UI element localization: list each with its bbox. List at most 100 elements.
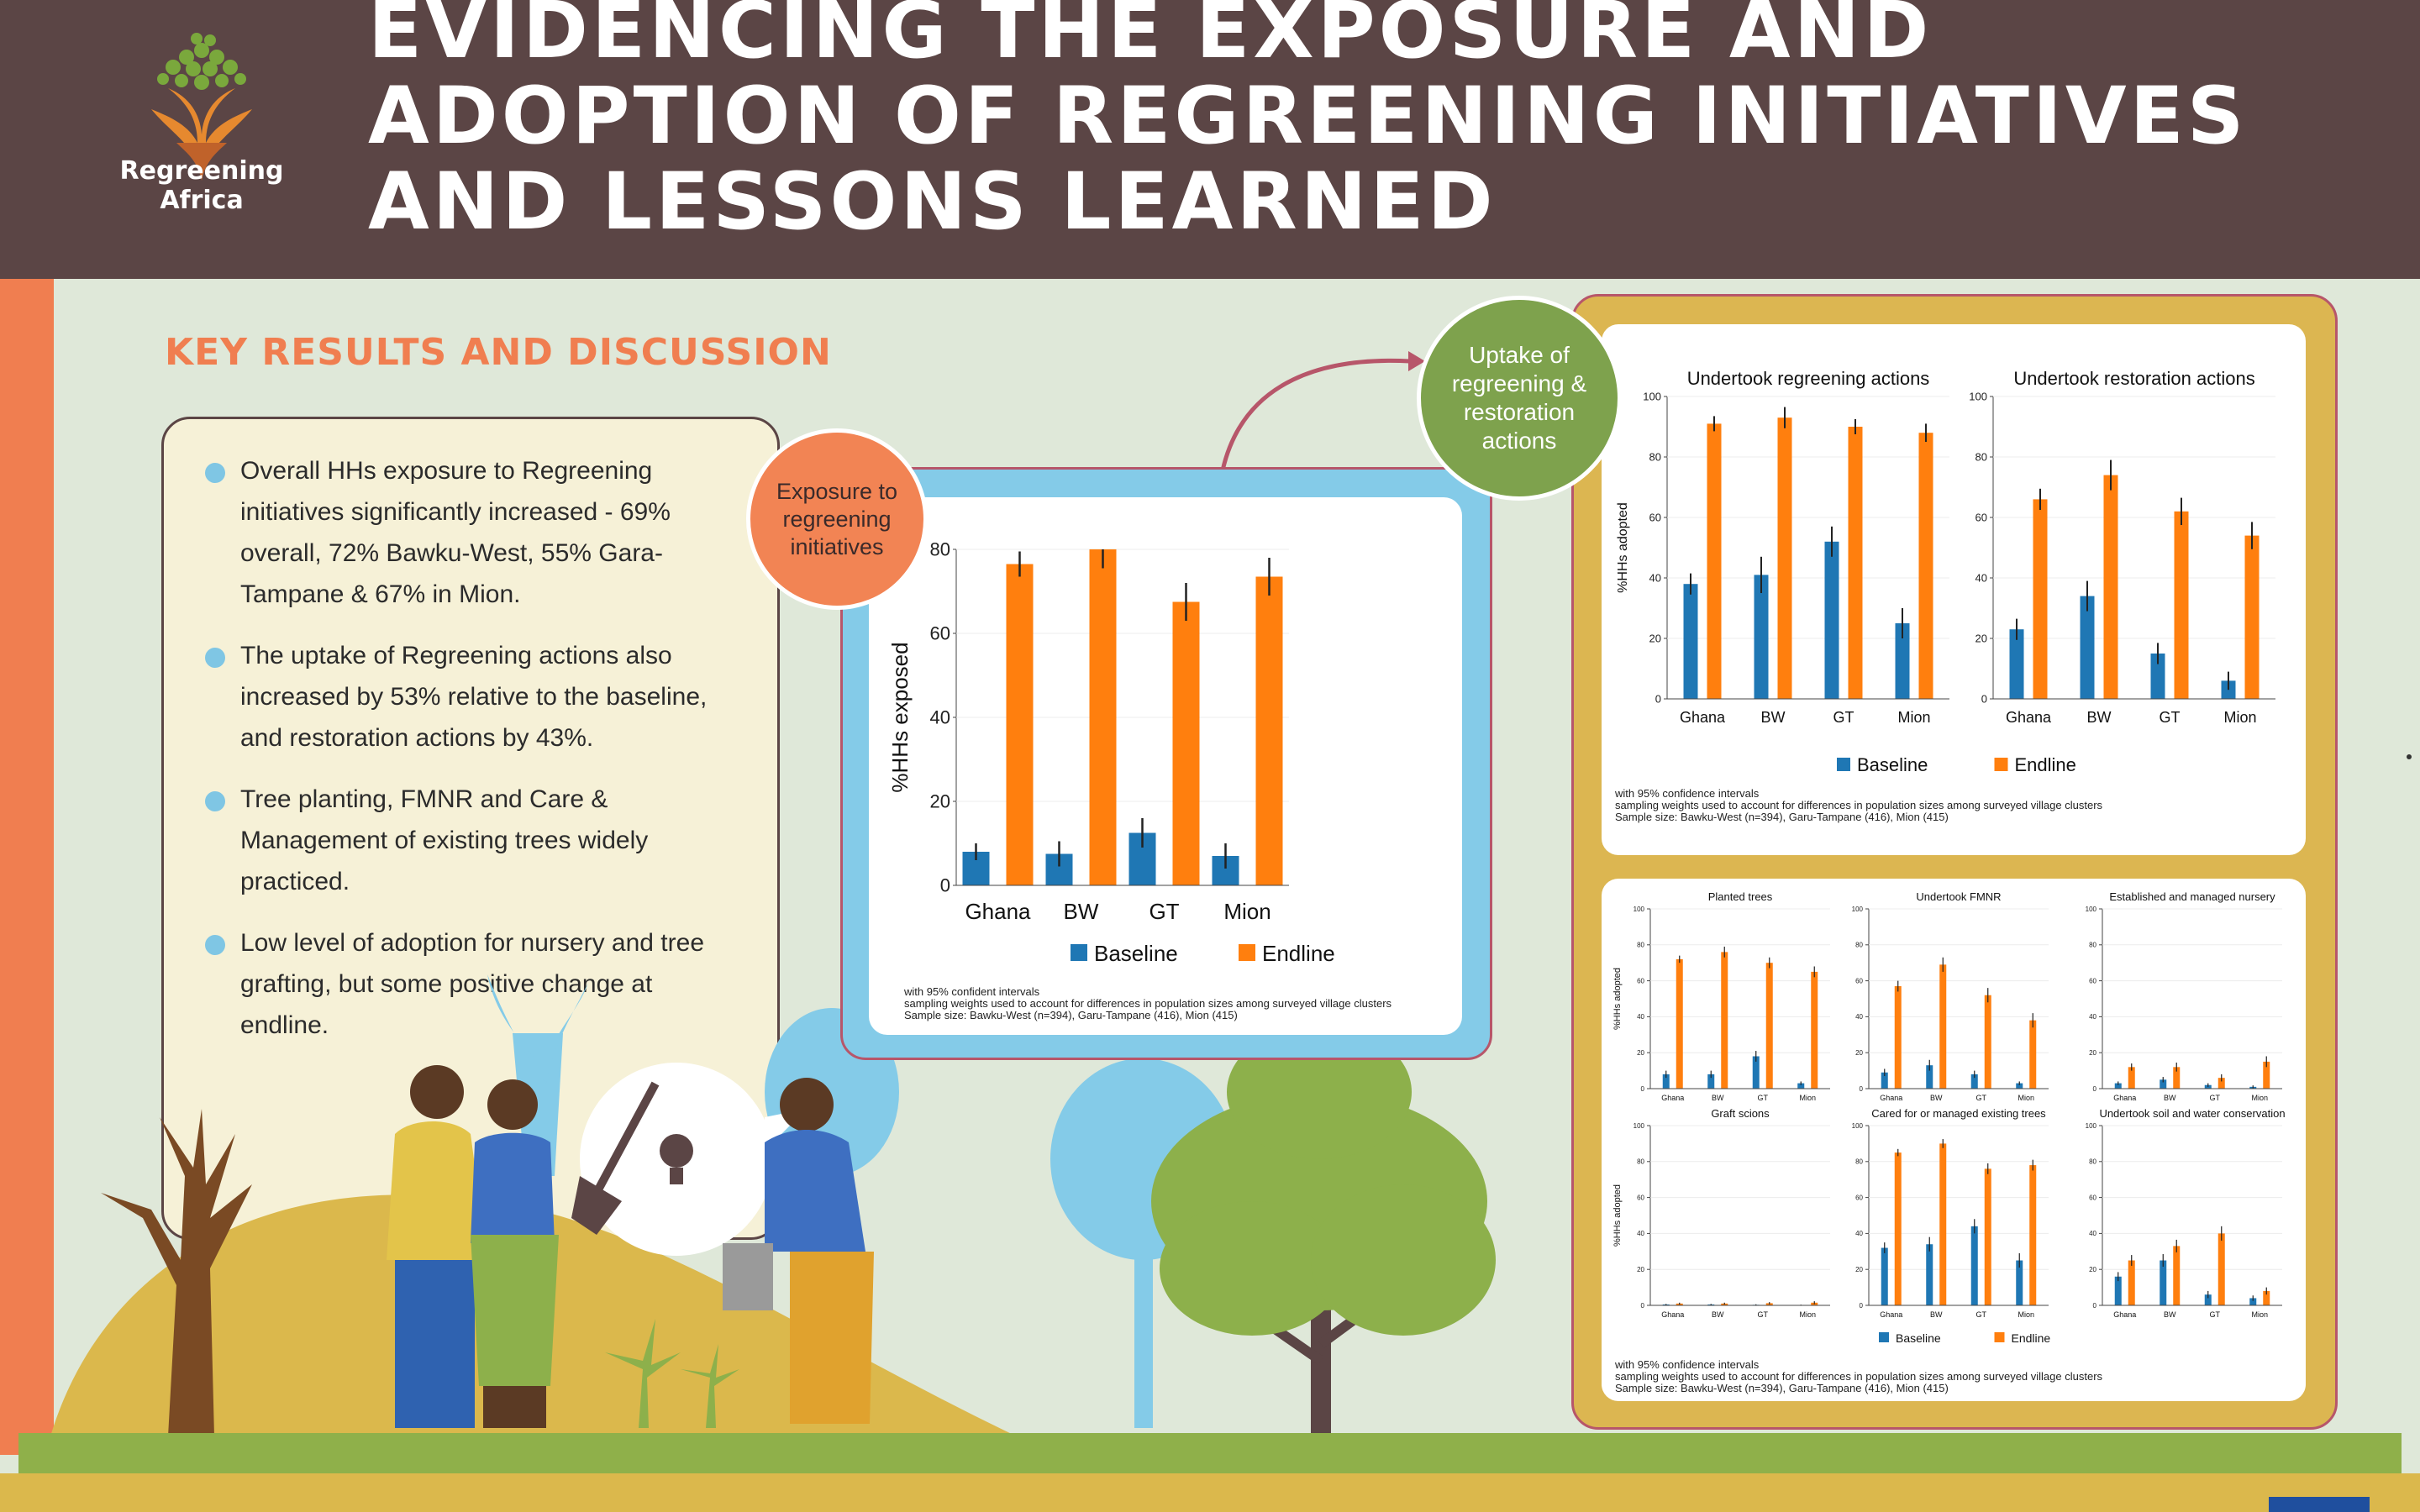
bar — [1895, 623, 1910, 699]
y-tick-label: 40 — [930, 707, 950, 728]
exposure-chart: %HHs exposed 0 20 40 60 80 Ghana BW GT Mion Baseli… — [887, 539, 1335, 966]
y-tick-label: 20 — [930, 791, 950, 812]
bullet-icon — [205, 935, 225, 955]
y-tick-label: 60 — [1855, 1194, 1863, 1201]
y-tick-label: 100 — [1634, 1122, 1645, 1130]
y-tick-label: 0 — [940, 875, 950, 896]
note-line: sampling weights used to account for dif… — [1615, 1370, 2103, 1383]
legend-swatch — [1879, 1332, 1889, 1342]
title-line: ADOPTION OF REGREENING INITIATIVES — [368, 71, 2248, 162]
y-tick-label: 20 — [2089, 1049, 2096, 1057]
note-line: with 95% confidence intervals — [1615, 1358, 1760, 1371]
bar — [1881, 1072, 1888, 1089]
green-tree-icon — [1151, 1025, 1496, 1436]
x-tick-label: Mion — [1799, 1094, 1816, 1102]
y-tick-label: 60 — [2089, 977, 2096, 984]
legend-swatch — [1837, 758, 1850, 771]
note-line: with 95% confidence intervals — [1615, 787, 1760, 800]
uptake-circle: Uptake of regreening & restoration actio… — [1417, 296, 1622, 501]
y-tick-label: 60 — [1637, 977, 1644, 984]
section-title: KEY RESULTS AND DISCUSSION — [165, 331, 832, 374]
y-tick-label: 60 — [930, 623, 950, 644]
x-tick-label: BW — [2087, 709, 2112, 726]
y-tick-label: 80 — [2089, 1158, 2096, 1166]
bar — [1765, 963, 1773, 1089]
bar — [1797, 1083, 1805, 1089]
bar — [1089, 549, 1117, 885]
legend-label: Baseline — [1896, 1331, 1941, 1345]
bullet-icon — [205, 648, 225, 668]
x-tick-label: Ghana — [1880, 1094, 1902, 1102]
eu-flag-icon — [2269, 1497, 2370, 1512]
bar — [2204, 1294, 2212, 1305]
x-tick-label: BW — [1064, 899, 1099, 924]
y-tick-label: 0 — [1860, 1302, 1864, 1310]
y-tick-label: 20 — [1649, 633, 1661, 645]
list-item: The uptake of Regreening actions also in… — [205, 635, 743, 759]
x-tick-label: Mion — [1799, 1310, 1816, 1319]
bar — [1752, 1056, 1760, 1089]
x-tick-label: Mion — [2223, 709, 2256, 726]
bullet-icon — [205, 463, 225, 483]
y-tick-label: 20 — [1855, 1049, 1863, 1057]
bar — [1707, 1074, 1715, 1089]
bar — [2009, 629, 2024, 699]
y-tick-label: 0 — [1641, 1302, 1645, 1310]
bar — [1984, 995, 1991, 1089]
practices-chart-card: Planted trees %HHs adopted 0 20 40 60 80 100 Gha… — [1602, 879, 2306, 1401]
bottom-band — [0, 1473, 2420, 1512]
y-tick-label: 0 — [2093, 1085, 2097, 1093]
y-tick-label: 80 — [1975, 451, 1987, 464]
x-tick-label: Ghana — [2113, 1094, 2136, 1102]
bullet-text: The uptake of Regreening actions also in… — [240, 642, 708, 752]
y-tick-label: 20 — [1637, 1049, 1644, 1057]
bar — [2128, 1067, 2135, 1089]
uptake-notes: with 95% confidence intervals sampling w… — [1615, 788, 2102, 823]
x-tick-label: BW — [1930, 1094, 1943, 1102]
legend-label: Baseline — [1857, 754, 1928, 775]
chart-title: Undertook FMNR — [1916, 890, 2001, 903]
y-tick-label: 80 — [2089, 942, 2096, 949]
chart-title: Undertook regreening actions — [1687, 368, 1930, 389]
note-line: with 95% confident intervals — [904, 985, 1040, 998]
bar — [2263, 1290, 2270, 1305]
note-line: Sample size: Bawku-West (n=394), Garu-Ta… — [904, 1009, 1238, 1021]
x-tick-label: BW — [1712, 1310, 1724, 1319]
bar — [1926, 1244, 1933, 1305]
practices-notes: with 95% confidence intervals sampling w… — [1615, 1359, 2102, 1394]
uptake-charts: Undertook regreening actions %HHs adopted… — [1616, 368, 2275, 775]
x-tick-label: Ghana — [965, 899, 1031, 924]
bar — [2016, 1260, 2023, 1305]
y-axis-label: %HHs adopted — [1616, 502, 1630, 593]
x-tick-label: GT — [1976, 1094, 1987, 1102]
bar — [1824, 541, 1839, 699]
y-tick-label: 40 — [2089, 1013, 2096, 1021]
y-tick-label: 60 — [1649, 512, 1661, 524]
bar — [1894, 1152, 1902, 1305]
bar — [1662, 1074, 1670, 1089]
bar — [1707, 423, 1722, 699]
bare-tree-icon — [101, 1109, 252, 1436]
bar — [2217, 1078, 2225, 1089]
title-line: AND LESSONS LEARNED — [368, 156, 1497, 248]
bar — [1721, 952, 1728, 1089]
bar — [2174, 511, 2189, 699]
logo-text: Regreening Africa — [119, 156, 284, 215]
x-tick-label: GT — [1758, 1310, 1769, 1319]
x-tick-label: Ghana — [1680, 709, 1726, 726]
y-tick-label: 20 — [1855, 1266, 1863, 1273]
bar — [2249, 1298, 2257, 1305]
bar — [1765, 1303, 1773, 1305]
x-tick-label: Ghana — [2113, 1310, 2136, 1319]
bar — [1970, 1226, 1978, 1305]
y-tick-label: 40 — [1637, 1230, 1644, 1237]
uptake-chart-card: Undertook regreening actions %HHs adopted… — [1602, 324, 2306, 855]
x-tick-label: BW — [1761, 709, 1786, 726]
y-tick-label: 40 — [2089, 1230, 2096, 1237]
person-icon — [723, 1078, 874, 1424]
bar — [2016, 1083, 2023, 1089]
note-line: Sample size: Bawku-West (n=394), Garu-Ta… — [1615, 1382, 1949, 1394]
arrow-icon — [1220, 351, 1425, 471]
bar — [1676, 958, 1683, 1089]
x-tick-label: Ghana — [1880, 1310, 1902, 1319]
